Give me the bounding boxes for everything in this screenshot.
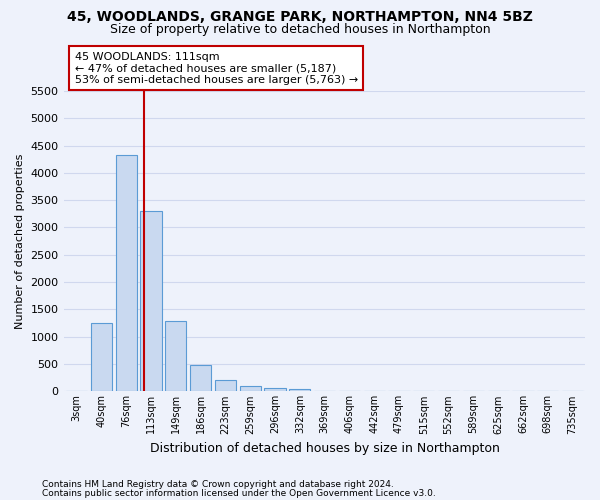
Bar (140, 211, 161, 392)
Bar (165, 322, 187, 392)
Text: 45, WOODLANDS, GRANGE PARK, NORTHAMPTON, NN4 5BZ: 45, WOODLANDS, GRANGE PARK, NORTHAMPTON,… (67, 10, 533, 24)
Bar (116, 155, 137, 392)
Bar (190, 364, 211, 392)
Bar (91, 322, 112, 392)
Bar (215, 380, 236, 392)
Text: Size of property relative to detached houses in Northampton: Size of property relative to detached ho… (110, 22, 490, 36)
X-axis label: Distribution of detached houses by size in Northampton: Distribution of detached houses by size … (149, 442, 500, 455)
Text: Contains public sector information licensed under the Open Government Licence v3: Contains public sector information licen… (42, 489, 436, 498)
Bar (289, 388, 310, 392)
Bar (265, 388, 286, 392)
Text: 45 WOODLANDS: 111sqm
← 47% of detached houses are smaller (5,187)
53% of semi-de: 45 WOODLANDS: 111sqm ← 47% of detached h… (74, 52, 358, 85)
Text: Contains HM Land Registry data © Crown copyright and database right 2024.: Contains HM Land Registry data © Crown c… (42, 480, 394, 489)
Y-axis label: Number of detached properties: Number of detached properties (15, 154, 25, 329)
Bar (239, 386, 261, 392)
